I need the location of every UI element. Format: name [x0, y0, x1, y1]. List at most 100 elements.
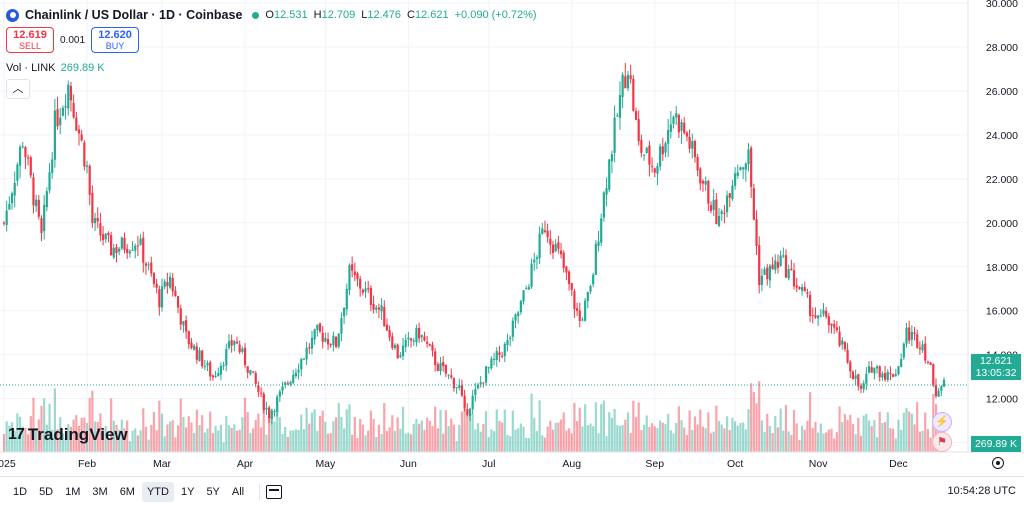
candle-body: [471, 395, 474, 410]
candle-body: [150, 262, 153, 274]
tradingview-logo[interactable]: 17 TradingView: [8, 425, 128, 445]
range-5d[interactable]: 5D: [39, 486, 54, 498]
candle-body: [120, 237, 123, 249]
candle-body: [391, 336, 394, 349]
symbol-title[interactable]: Chainlink / US Dollar · 1D · Coinbase: [25, 8, 243, 22]
candle-body: [310, 337, 314, 349]
chainlink-logo-icon: [6, 8, 19, 22]
volume-bar: [495, 409, 498, 452]
range-1y[interactable]: 1Y: [180, 486, 195, 498]
volume-bar: [468, 415, 472, 452]
range-1d[interactable]: 1D: [13, 486, 28, 498]
range-1m[interactable]: 1M: [65, 486, 81, 498]
candle-body: [72, 103, 75, 118]
volume-bar: [819, 423, 822, 452]
candle-body: [517, 312, 520, 317]
axis-settings-icon[interactable]: [992, 457, 1004, 469]
volume-bar: [235, 430, 239, 452]
volume-bar: [723, 428, 726, 452]
volume-bar: [417, 423, 421, 452]
candle-body: [351, 264, 354, 271]
candle-body: [32, 177, 35, 206]
candle-body: [123, 237, 126, 250]
candle-body: [289, 381, 292, 385]
candle-body: [268, 407, 271, 419]
volume-bar: [171, 420, 174, 452]
calendar-icon[interactable]: [266, 485, 283, 499]
candle-body: [878, 366, 881, 378]
candle-body: [806, 292, 809, 294]
candle-body: [286, 383, 289, 385]
volume-bar: [546, 426, 549, 452]
candle-body: [80, 134, 83, 141]
volume-bar: [806, 420, 809, 452]
low-value: 12.476: [367, 9, 402, 21]
sell-button[interactable]: 12.619 SELL: [6, 27, 54, 53]
candle-body: [214, 375, 217, 377]
candle-body: [423, 336, 426, 341]
price-chart[interactable]: 30.000 28.000 26.000 24.000 22.000 20.000 18.0…: [0, 0, 1024, 476]
event-flash-icon[interactable]: ⚡: [932, 412, 952, 432]
volume-bars: [2, 381, 946, 452]
volume-bar: [367, 430, 370, 452]
candle-body: [857, 374, 860, 387]
volume-bar: [5, 421, 8, 452]
volume-bar: [43, 398, 46, 452]
volume-bar: [841, 422, 844, 452]
volume-bar: [134, 428, 137, 452]
volume-bar: [613, 408, 616, 452]
event-flag-icon[interactable]: ⚑: [932, 432, 952, 452]
candle-body: [463, 395, 466, 408]
collapse-legend-button[interactable]: ︿: [6, 79, 30, 99]
candle-body: [667, 129, 670, 144]
utc-clock[interactable]: 10:54:28 UTC: [947, 485, 1016, 497]
candle-body: [324, 337, 327, 342]
volume-bar: [490, 429, 493, 452]
candle-body: [302, 358, 306, 360]
candle-body: [399, 355, 402, 358]
candle-body: [359, 278, 362, 289]
price-tick-label: 22.000: [986, 174, 1018, 186]
candle-body: [428, 344, 431, 346]
candle-body: [629, 75, 632, 79]
candle-body: [883, 373, 887, 380]
volume-bar: [101, 428, 105, 452]
candle-body: [452, 378, 456, 389]
volume-legend[interactable]: Vol · LINK 269.89 K: [6, 62, 105, 74]
volume-bar: [268, 415, 271, 452]
candle-body: [77, 129, 81, 134]
candle-body: [332, 335, 335, 346]
range-3m[interactable]: 3M: [92, 486, 108, 498]
candle-body: [409, 338, 413, 341]
candle-body: [107, 232, 110, 236]
candle-body: [367, 288, 370, 290]
volume-bar: [910, 413, 913, 452]
candle-body: [825, 310, 828, 317]
volume-bar: [284, 426, 287, 452]
buy-button[interactable]: 12.620 BUY: [91, 27, 140, 53]
candle-body: [715, 199, 718, 224]
volume-bar: [246, 412, 249, 452]
volume-bar: [808, 392, 812, 452]
volume-bar: [739, 422, 742, 452]
range-6m[interactable]: 6M: [119, 486, 135, 498]
range-all[interactable]: All: [231, 486, 245, 498]
volume-bar: [265, 434, 268, 452]
volume-bar: [474, 429, 477, 452]
candle-body: [867, 366, 871, 373]
candle-body: [768, 265, 772, 281]
candle-body: [771, 264, 774, 270]
volume-bar: [720, 424, 723, 452]
volume-bar: [792, 409, 796, 452]
volume-bar: [586, 425, 589, 452]
candle-body: [779, 255, 782, 266]
volume-bar: [669, 430, 672, 452]
candle-body: [436, 364, 439, 372]
candle-body: [902, 343, 905, 358]
volume-bar: [559, 419, 563, 452]
candle-body: [8, 203, 11, 210]
candle-body: [849, 361, 852, 372]
volume-bar: [442, 433, 445, 452]
range-ytd[interactable]: YTD: [141, 482, 174, 502]
range-5y[interactable]: 5Y: [206, 486, 220, 498]
